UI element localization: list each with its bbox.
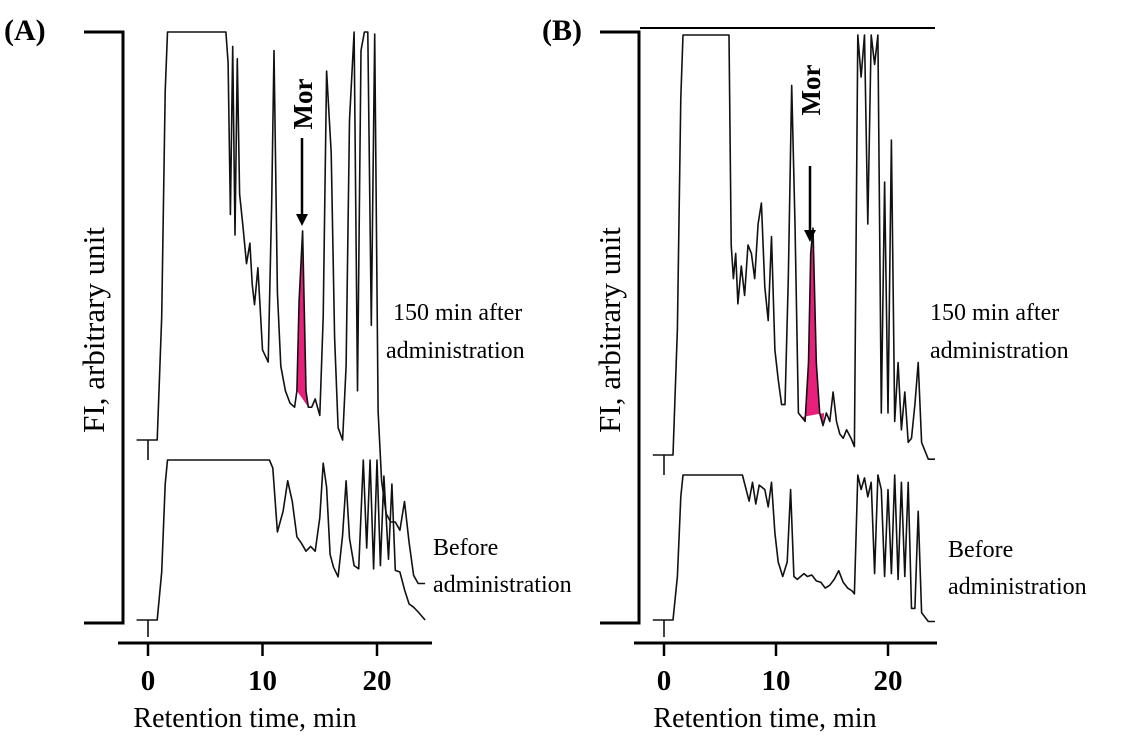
panel-a: (A) FI, arbitrary unit 0 10 20 Retention t…	[4, 14, 572, 734]
panel-a-trace-before	[136, 459, 426, 621]
panel-a-label-before-2: administration	[433, 572, 572, 598]
panel-b: (B) FI, arbitrary unit 0 10 20 Retention t…	[542, 14, 1087, 734]
panel-b-ylabel: FI, arbitrary unit	[592, 227, 627, 433]
panel-a-peak-arrowhead	[296, 214, 308, 226]
panel-b-trace-before	[652, 474, 935, 623]
panel-a-morphine-peak-fill	[296, 230, 309, 408]
panel-a-xlabel: Retention time, min	[133, 703, 356, 734]
panel-a-label: (A)	[4, 14, 46, 47]
panel-b-xtick-label-0: 0	[657, 665, 672, 697]
panel-a-xtick-label-10: 10	[248, 665, 277, 697]
panel-b-morphine-peak-fill	[800, 228, 825, 426]
panel-b-trace-after	[652, 34, 935, 461]
panel-a-label-after-2: administration	[386, 338, 525, 364]
panel-b-peak-arrowhead	[804, 230, 816, 242]
panel-b-label-after-2: administration	[930, 338, 1069, 364]
panel-b-label-before-1: Before	[948, 537, 1013, 563]
panel-b-y-bracket	[600, 30, 641, 625]
panel-a-label-after-1: 150 min after	[393, 300, 522, 326]
panel-a-peak-label: Mor	[288, 79, 318, 130]
panel-a-label-before-1: Before	[433, 535, 498, 561]
panel-b-label-after-1: 150 min after	[930, 300, 1059, 326]
panel-b-label: (B)	[542, 14, 582, 47]
panel-a-ticks: 0 10 20	[141, 643, 392, 697]
panel-a-y-bracket	[84, 30, 125, 625]
panel-a-xtick-label-20: 20	[363, 665, 392, 697]
panel-b-xtick-label-10: 10	[762, 665, 791, 697]
panel-b-xlabel: Retention time, min	[653, 703, 876, 734]
panel-a-xtick-label-0: 0	[141, 665, 156, 697]
panel-b-xtick-label-20: 20	[874, 665, 903, 697]
panel-b-ticks: 0 10 20	[657, 643, 903, 697]
panel-b-label-before-2: administration	[948, 574, 1087, 600]
panel-b-peak-label: Mor	[796, 65, 826, 116]
panel-a-trace-after	[136, 31, 426, 585]
panel-a-ylabel: FI, arbitrary unit	[76, 227, 111, 433]
